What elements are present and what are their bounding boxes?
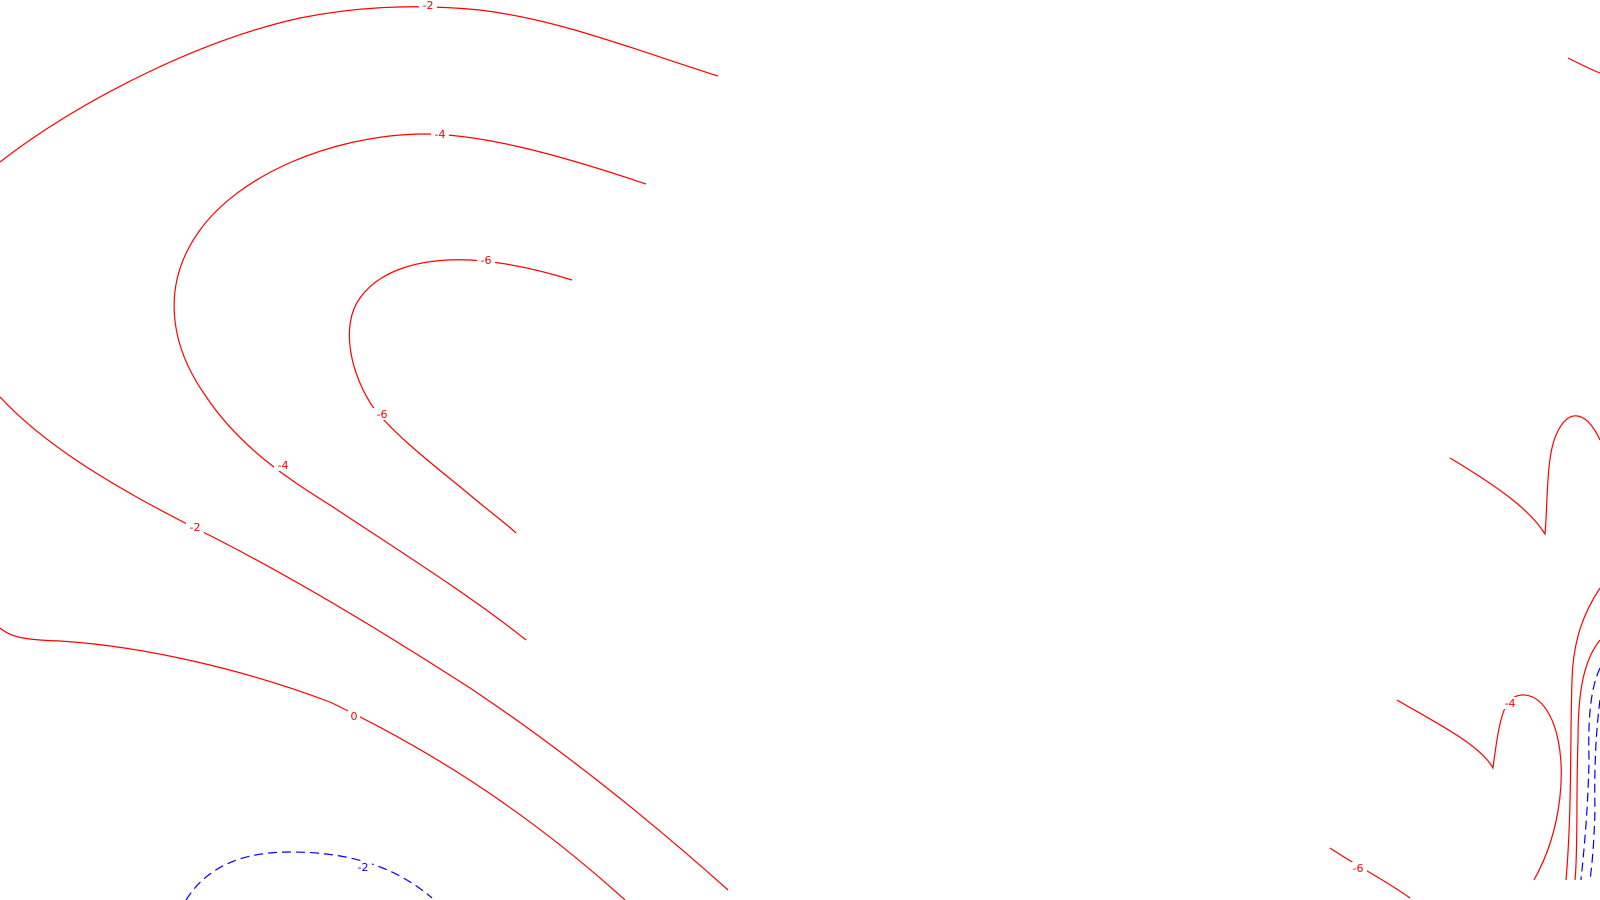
contour-line-right-bottom [1329,847,1411,899]
contour-line-middle-arc [173,133,647,641]
svg-text:-4: -4 [435,128,446,141]
contour-line-inner-arc [348,259,573,534]
contour-label: -6 [1349,862,1367,875]
svg-text:-2: -2 [358,861,369,874]
contour-label: -2 [419,0,437,12]
contour-label: -6 [477,254,495,267]
contour-line-right-dashed-b [1589,699,1600,881]
contour-line-dashed-bottom [185,851,433,900]
contour-line-right-top-stub [1567,57,1600,74]
contour-line-right-dashed-a [1580,667,1600,881]
contour-line-outer-top [0,6,719,163]
contour-line-right-upper-fold [1449,415,1600,536]
contour-label: -4 [1501,697,1519,710]
svg-text:-2: -2 [190,521,201,534]
svg-text:-6: -6 [1353,862,1364,875]
contour-line-right-middle-fold [1396,694,1562,881]
contour-label: -4 [274,459,292,472]
svg-text:0: 0 [351,710,358,723]
contour-line-zero [0,627,626,900]
contour-label: 0 [348,710,360,723]
contour-line-lower-left-diagonal [0,396,729,891]
svg-text:-2: -2 [423,0,434,12]
contour-label: -4 [431,128,449,141]
contour-line-right-steep-inner [1574,639,1600,881]
svg-text:-6: -6 [481,254,492,267]
contour-label: -2 [354,861,372,874]
contour-label: -6 [373,408,391,421]
svg-text:-4: -4 [1505,697,1516,710]
svg-text:-6: -6 [377,408,388,421]
contour-label: -2 [186,521,204,534]
svg-text:-4: -4 [278,459,289,472]
contour-line-right-steep-outer [1565,587,1600,881]
